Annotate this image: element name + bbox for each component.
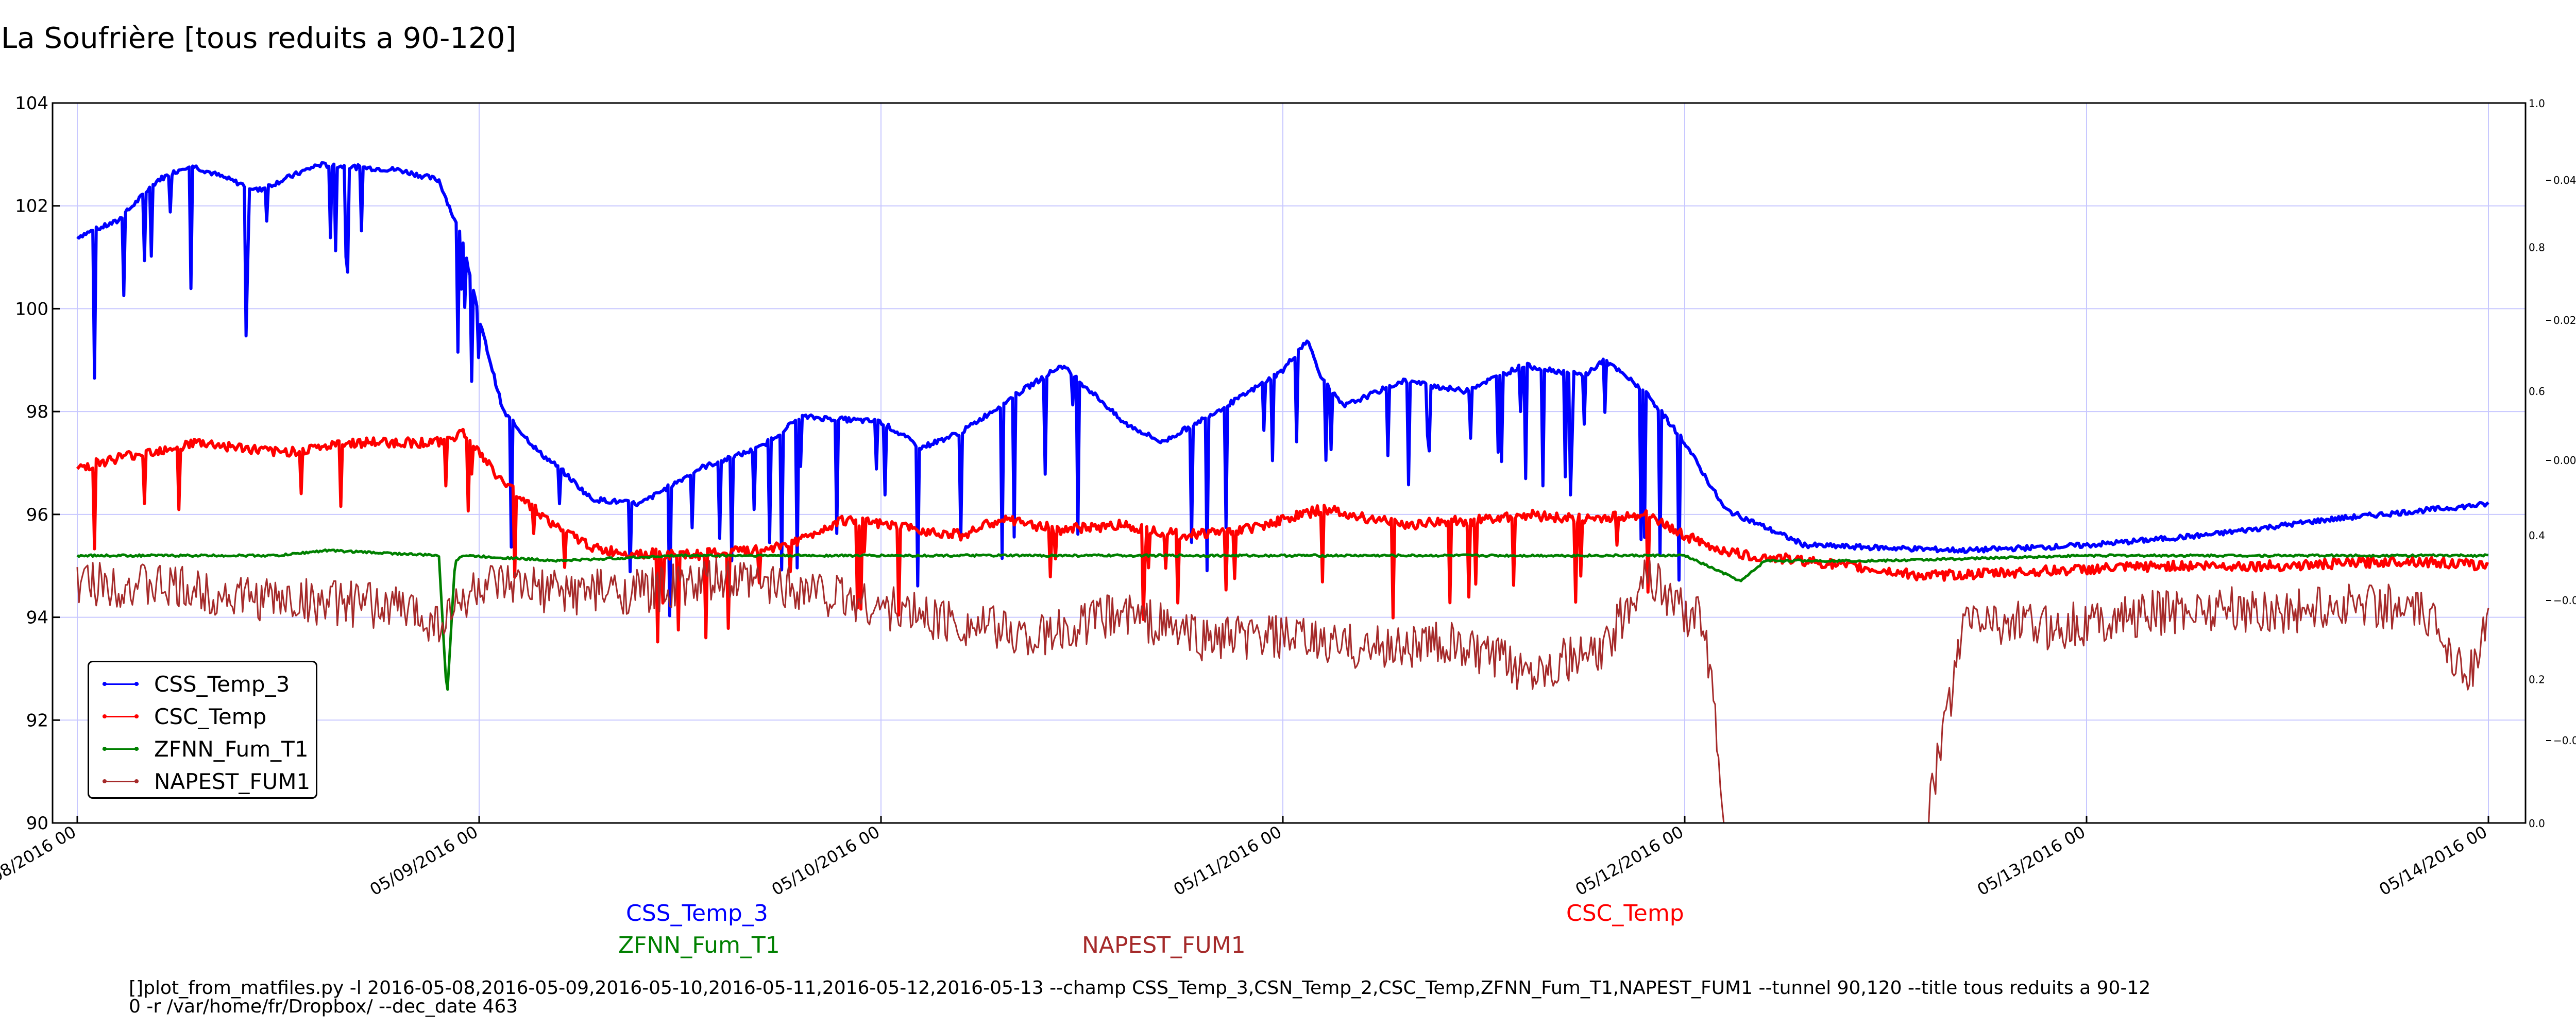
right-outer-tick-label: 0.00 [2553,454,2576,467]
series-line-css-temp-3 [76,161,2489,617]
legend: CSS_Temp_3 CSC_Temp ZFNN_Fum_T1 NAPEST_F… [88,661,317,799]
y-tick-label: 100 [15,299,48,319]
y-tick-label: 90 [26,813,48,834]
x-tick-label: 05/11/2016 00 [1170,822,1285,900]
series-label-zfnn-fum-t1: ZFNN_Fum_T1 [618,932,780,958]
x-tick-label: 05/12/2016 00 [1572,822,1687,900]
y-tick-label: 104 [15,93,48,114]
legend-item-napest-fum1: NAPEST_FUM1 [97,766,310,797]
right-inner-tick-label: 0.4 [2529,529,2545,542]
series-label-css-temp-3: CSS_Temp_3 [626,900,768,926]
x-tick-label: 05/10/2016 00 [768,822,883,900]
right-inner-tick-label: 0.8 [2529,242,2545,254]
y-tick-label: 96 [26,505,48,525]
series-label-csc-temp: CSC_Temp [1566,900,1684,926]
right-inner-tick-label: 0.0 [2529,817,2545,830]
right-outer-tick-label: 0.02 [2553,314,2576,327]
plot-frame [52,102,2527,824]
right-outer-tick-label: 0.04 [2553,174,2576,186]
y-tick-label: 92 [26,710,48,731]
command-line-1: []plot_from_matfiles.py -l 2016-05-08,20… [129,977,2151,999]
x-tick-label: 05/09/2016 00 [366,822,481,900]
y-tick-label: 102 [15,196,48,217]
x-tick-label: 05/14/2016 00 [2376,822,2490,900]
page-title: La Soufrière [tous reduits a 90-120] [1,22,517,55]
legend-item-csc-temp: CSC_Temp [97,701,266,732]
legend-item-css-temp-3: CSS_Temp_3 [97,668,290,699]
legend-marker [97,668,144,699]
y-tick-label: 94 [26,608,48,628]
legend-marker [97,733,144,764]
right-inner-tick-label: 0.2 [2529,673,2545,685]
x-tick-label: 05/13/2016 00 [1974,822,2089,900]
legend-label: NAPEST_FUM1 [154,768,311,794]
legend-marker [97,701,144,732]
legend-item-zfnn-fum-t1: ZFNN_Fum_T1 [97,733,309,764]
command-line-2: 0 -r /var/home/fr/Dropbox/ --dec_date 46… [129,996,518,1017]
series-line-zfnn-fum-t1 [76,548,2489,691]
legend-label: CSC_Temp [154,703,267,729]
legend-label: ZFNN_Fum_T1 [154,736,309,762]
right-outer-tick-label: −0.04 [2553,734,2576,747]
series-line-csc-temp [76,427,2489,644]
right-inner-tick-label: 1.0 [2529,97,2545,110]
legend-label: CSS_Temp_3 [154,671,290,697]
right-outer-tick-label: −0.02 [2553,594,2576,607]
series-label-napest-fum1: NAPEST_FUM1 [1082,932,1246,958]
series-line-napest-fum1 [76,558,2489,824]
right-inner-tick-label: 0.6 [2529,385,2545,398]
legend-marker [97,766,144,797]
y-tick-label: 98 [26,402,48,422]
